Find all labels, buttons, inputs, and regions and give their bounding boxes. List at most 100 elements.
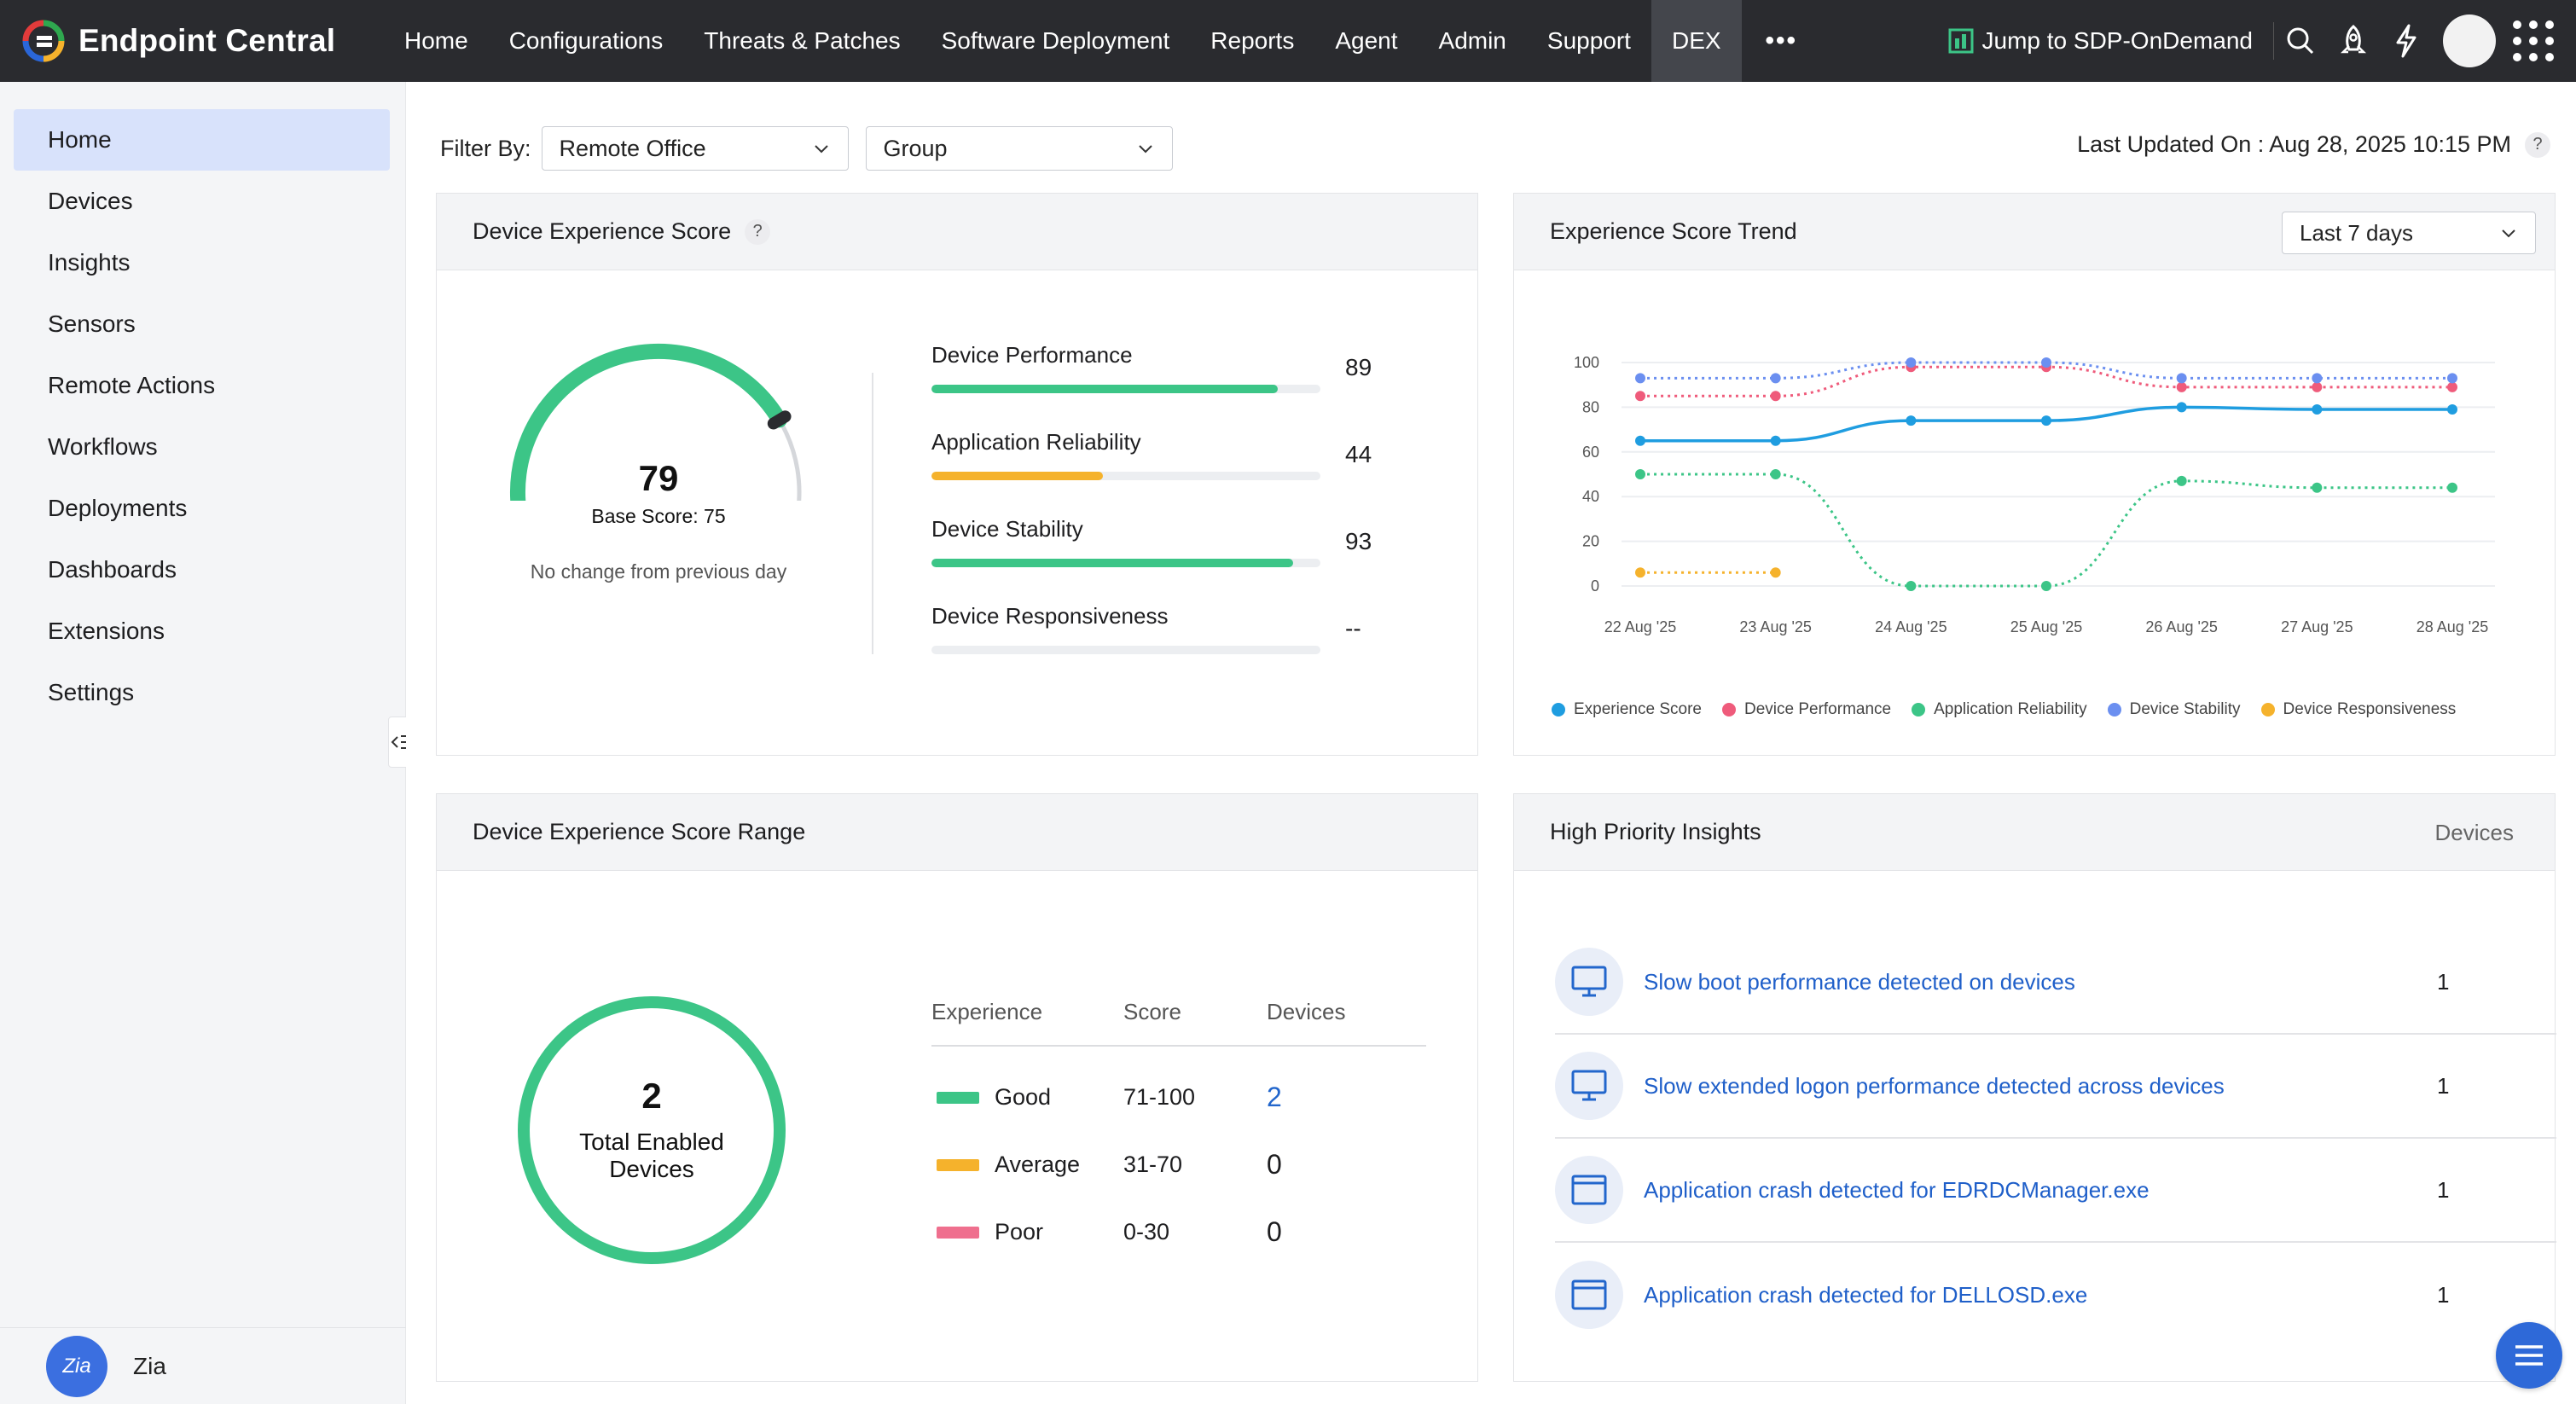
- legend-item[interactable]: Experience Score: [1552, 700, 1702, 719]
- metric-label: Device Responsiveness: [931, 603, 1169, 629]
- total-devices-label: Total Enabled Devices: [579, 1128, 724, 1182]
- legend-item[interactable]: Device Stability: [2107, 700, 2241, 719]
- experience-score-value: 79: [638, 458, 679, 498]
- rocket-icon: [2340, 25, 2367, 54]
- x-tick-label: 27 Aug '25: [2281, 618, 2353, 635]
- data-point: [1770, 373, 1781, 384]
- card-header: High Priority Insights Devices: [1514, 794, 2555, 871]
- nav-home[interactable]: Home: [404, 27, 468, 54]
- insight-link[interactable]: Application crash detected for DELLOSD.e…: [1644, 1281, 2088, 1308]
- base-score: Base Score: 75: [591, 505, 726, 527]
- nav-configurations[interactable]: Configurations: [508, 27, 664, 54]
- help-icon[interactable]: ?: [2525, 131, 2550, 158]
- nav-admin[interactable]: Admin: [1438, 27, 1506, 54]
- divider: [872, 373, 873, 654]
- jump-to-sdp-link[interactable]: Jump to SDP-OnDemand: [1947, 22, 2274, 60]
- metric-device-performance[interactable]: Device Performance 89: [931, 342, 1375, 393]
- metric-bar: [931, 472, 1320, 480]
- sidebar-item-workflows[interactable]: Workflows: [48, 433, 158, 460]
- x-tick-label: 26 Aug '25: [2145, 618, 2218, 635]
- monitor-icon: [1555, 1052, 1623, 1120]
- insight-link[interactable]: Application crash detected for EDRDCMana…: [1644, 1176, 2150, 1203]
- chevron-down-icon: [1138, 145, 1152, 154]
- device-experience-score-card: Device Experience Score ? 79 Base Score:…: [436, 193, 1478, 756]
- insight-row[interactable]: Application crash detected for EDRDCMana…: [1555, 1139, 2556, 1243]
- data-point: [1635, 391, 1645, 402]
- nav-threats-patches[interactable]: Threats & Patches: [704, 27, 901, 54]
- insight-link[interactable]: Slow extended logon performance detected…: [1644, 1072, 2225, 1099]
- sidebar-item-extensions[interactable]: Extensions: [48, 618, 165, 644]
- sidebar-item-remote-actions[interactable]: Remote Actions: [48, 372, 216, 398]
- metric-bar-fill: [931, 472, 1103, 480]
- sidebar-item-dashboards[interactable]: Dashboards: [48, 556, 177, 583]
- search-button[interactable]: [2274, 0, 2327, 82]
- insight-device-count: 1: [2437, 1072, 2450, 1099]
- card-title: Device Experience Score Range: [473, 819, 806, 844]
- data-point: [2041, 357, 2051, 368]
- nav-more-button[interactable]: •••: [1765, 26, 1798, 55]
- legend-dot: [1912, 703, 1926, 717]
- nav-reports[interactable]: Reports: [1210, 27, 1295, 54]
- insight-row[interactable]: Slow boot performance detected on device…: [1555, 931, 2556, 1035]
- ring-segment-good: [518, 996, 786, 1264]
- metric-bar: [931, 385, 1320, 393]
- insight-link[interactable]: Slow boot performance detected on device…: [1644, 968, 2075, 995]
- metric-device-stability[interactable]: Device Stability 93: [931, 516, 1375, 567]
- filter-row: Filter By: Remote Office Group: [440, 126, 1173, 171]
- score-range-table: Experience Score Devices Good 71-100 2 A…: [931, 999, 1426, 1266]
- devices-count-link[interactable]: 2: [1267, 1082, 1282, 1112]
- group-select[interactable]: Group: [865, 126, 1173, 171]
- nav-support[interactable]: Support: [1546, 27, 1631, 54]
- sidebar-item-devices[interactable]: Devices: [48, 188, 133, 214]
- card-header: Device Experience Score Range: [437, 794, 1477, 871]
- help-icon[interactable]: ?: [745, 218, 771, 245]
- sidebar-item-home[interactable]: Home: [14, 109, 390, 171]
- sidebar-item-settings[interactable]: Settings: [48, 679, 135, 705]
- experience-label: Average: [995, 1152, 1081, 1177]
- y-tick-label: 0: [1591, 577, 1599, 595]
- experience-score-trend-card: Experience Score Trend Last 7 days 100 80…: [1513, 193, 2556, 756]
- zia-assistant[interactable]: Zia Zia: [0, 1327, 406, 1404]
- group-value: Group: [883, 135, 948, 161]
- metric-device-responsiveness[interactable]: Device Responsiveness --: [931, 603, 1375, 654]
- app-window-icon: [1555, 1261, 1623, 1329]
- legend-item[interactable]: Device Performance: [1721, 700, 1891, 719]
- last-updated: Last Updated On : Aug 28, 2025 10:15 PM …: [2077, 131, 2550, 158]
- data-point: [2312, 373, 2323, 384]
- quick-actions-button[interactable]: [2380, 0, 2433, 82]
- sidebar-item-insights[interactable]: Insights: [48, 249, 131, 276]
- y-tick-label: 100: [1574, 354, 1599, 371]
- col-score-header: Score: [1123, 999, 1181, 1024]
- nav-agent[interactable]: Agent: [1335, 27, 1398, 54]
- metric-value: 89: [1345, 354, 1372, 380]
- remote-office-select[interactable]: Remote Office: [541, 126, 849, 171]
- whats-new-button[interactable]: [2327, 0, 2380, 82]
- legend-item[interactable]: Application Reliability: [1912, 700, 2087, 719]
- metric-label: Device Performance: [931, 342, 1133, 368]
- data-point: [2041, 581, 2051, 591]
- floating-menu-button[interactable]: [2496, 1322, 2562, 1389]
- insight-row[interactable]: Slow extended logon performance detected…: [1555, 1035, 2556, 1139]
- legend-label: Experience Score: [1574, 700, 1702, 718]
- apps-grid-icon[interactable]: [2513, 20, 2554, 61]
- score-gauge: 79 Base Score: 75 No change from previou…: [488, 330, 829, 612]
- insight-row[interactable]: Application crash detected for DELLOSD.e…: [1555, 1243, 2556, 1347]
- brand[interactable]: Endpoint Central: [0, 20, 384, 62]
- score-change-note: No change from previous day: [530, 560, 787, 583]
- legend-label: Device Responsiveness: [2283, 700, 2457, 718]
- data-point: [2447, 381, 2457, 392]
- data-point: [2447, 404, 2457, 415]
- sidebar-item-deployments[interactable]: Deployments: [48, 495, 188, 521]
- user-avatar[interactable]: [2443, 15, 2496, 67]
- metric-bar-fill: [931, 559, 1294, 567]
- data-point: [2176, 475, 2187, 486]
- data-point: [2447, 373, 2457, 384]
- nav-software-deployment[interactable]: Software Deployment: [941, 27, 1170, 54]
- legend-item[interactable]: Device Responsiveness: [2260, 700, 2457, 719]
- menu-icon: [2515, 1345, 2543, 1366]
- nav-dex[interactable]: DEX: [1651, 0, 1742, 82]
- date-range-select[interactable]: Last 7 days: [2282, 212, 2536, 254]
- x-tick-label: 23 Aug '25: [1739, 618, 1812, 635]
- sidebar-item-sensors[interactable]: Sensors: [48, 310, 136, 337]
- metric-application-reliability[interactable]: Application Reliability 44: [931, 429, 1375, 480]
